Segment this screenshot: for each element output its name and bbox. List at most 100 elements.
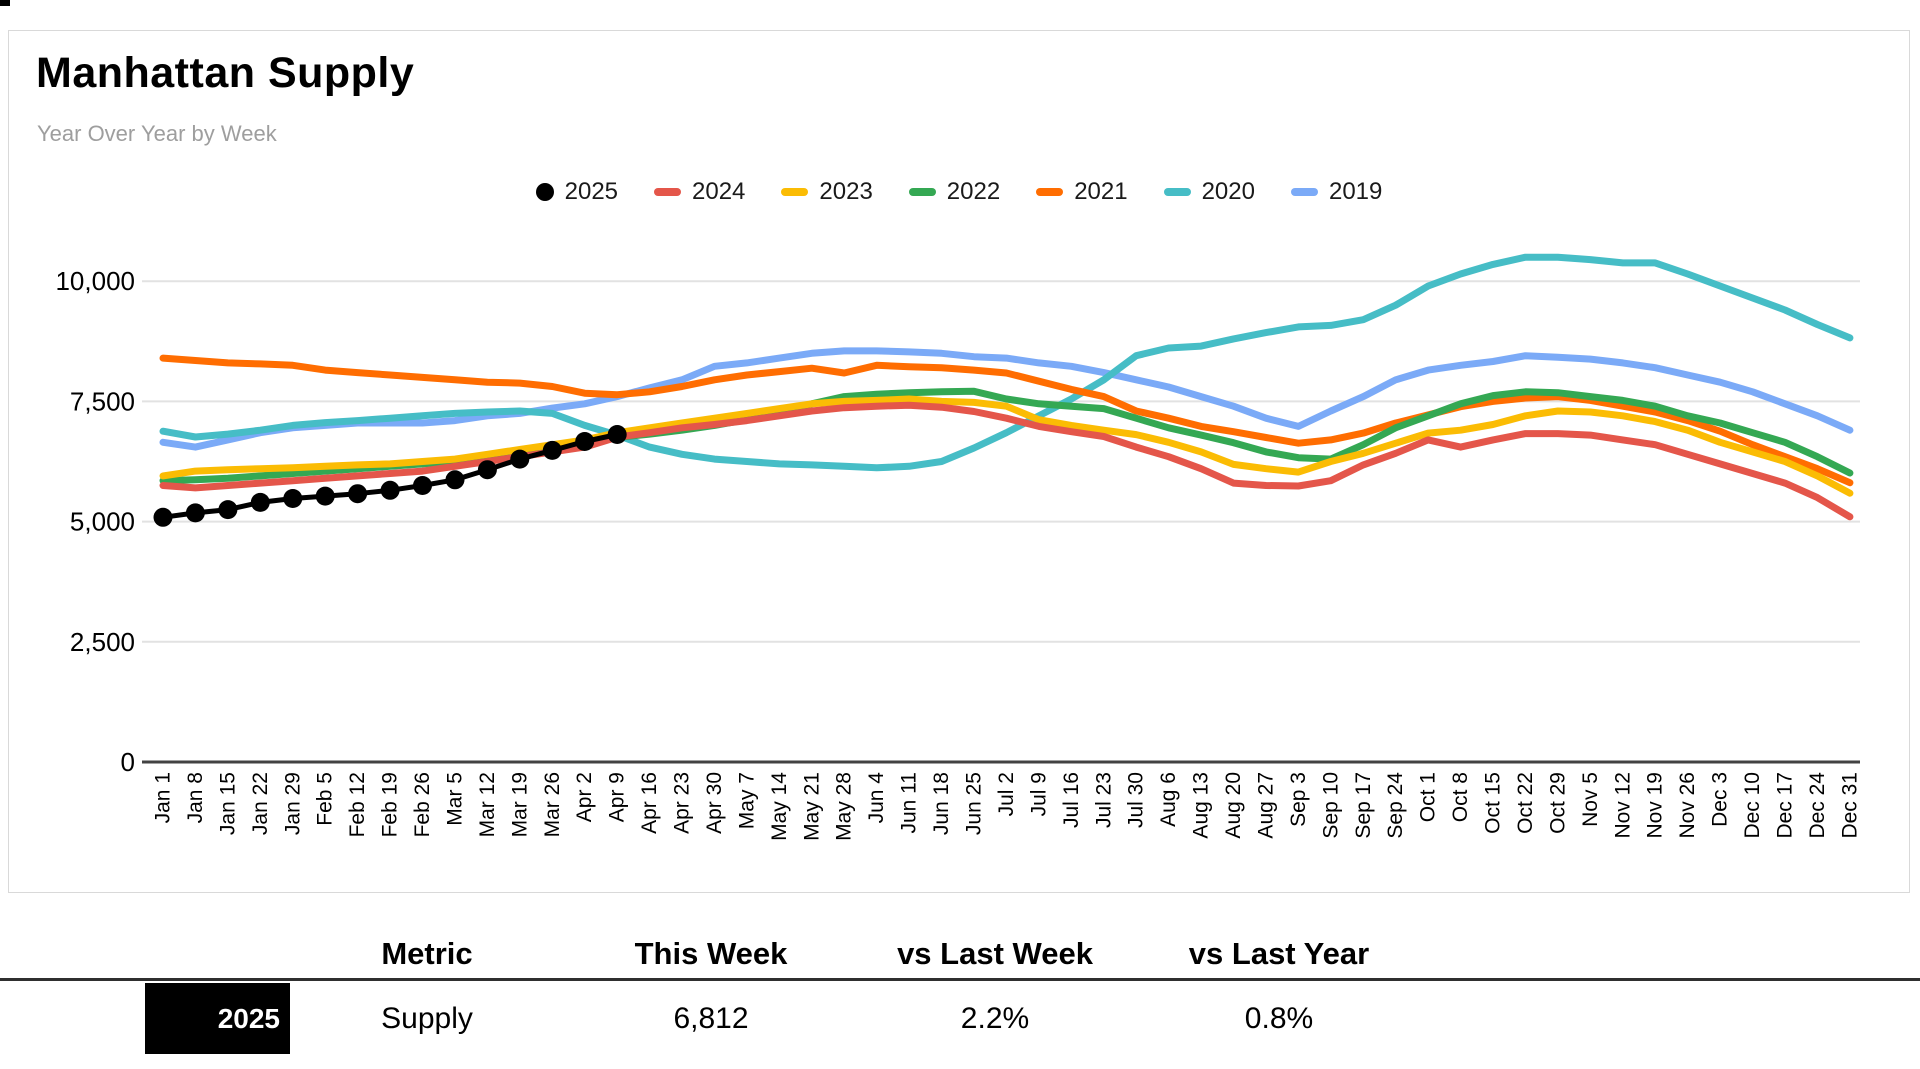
x-axis-label: Feb 5 bbox=[314, 772, 337, 826]
x-axis-label: Jun 18 bbox=[930, 772, 953, 835]
x-axis-label: Dec 3 bbox=[1709, 772, 1732, 827]
y-axis-label: 10,000 bbox=[55, 266, 135, 296]
legend: 2025 2024 2023 2022 2021 2020 2019 bbox=[9, 177, 1909, 207]
x-axis-label: Apr 2 bbox=[573, 772, 596, 822]
chart-title: Manhattan Supply bbox=[36, 49, 415, 97]
legend-swatch-2025 bbox=[535, 183, 554, 201]
y-axis-label: 7,500 bbox=[70, 386, 135, 416]
series-point-2025 bbox=[153, 507, 173, 527]
x-axis-label: Aug 13 bbox=[1190, 772, 1213, 839]
x-axis-label: Sep 17 bbox=[1352, 772, 1375, 839]
series-point-2025 bbox=[575, 432, 595, 451]
x-axis-label: Jul 2 bbox=[995, 772, 1018, 816]
legend-item-2019[interactable]: 2019 bbox=[1290, 178, 1383, 206]
x-axis-label: Nov 26 bbox=[1676, 772, 1699, 839]
x-axis-label: Apr 16 bbox=[638, 772, 661, 834]
row-this-week: 6,812 bbox=[673, 1002, 749, 1035]
series-line-2020 bbox=[159, 253, 1854, 472]
legend-item-2022[interactable]: 2022 bbox=[908, 178, 1000, 206]
legend-label: 2024 bbox=[692, 178, 746, 205]
x-axis-label: Feb 26 bbox=[411, 772, 434, 837]
x-axis-label: Dec 31 bbox=[1838, 772, 1861, 839]
series-point-2025 bbox=[250, 492, 270, 512]
x-axis-label: Apr 30 bbox=[703, 772, 726, 834]
series-point-2025 bbox=[607, 425, 627, 444]
x-axis-label: Oct 15 bbox=[1482, 772, 1505, 834]
legend-label: 2023 bbox=[819, 178, 873, 205]
series-point-2025 bbox=[283, 489, 303, 508]
x-axis-label: Oct 29 bbox=[1546, 772, 1569, 834]
legend-label: 2020 bbox=[1201, 178, 1255, 205]
x-axis-label: Aug 20 bbox=[1222, 772, 1245, 839]
chart-subtitle: Year Over Year by Week bbox=[37, 121, 277, 146]
y-axis-label: 2,500 bbox=[70, 627, 135, 657]
series-line-2019 bbox=[159, 347, 1854, 451]
row-metric: Supply bbox=[381, 1002, 473, 1035]
x-axis-label: Jun 25 bbox=[963, 772, 986, 835]
x-axis-label: Jul 16 bbox=[1060, 772, 1083, 828]
series-point-2025 bbox=[477, 460, 497, 480]
x-axis-label: Mar 5 bbox=[444, 772, 467, 826]
series-point-2025 bbox=[413, 476, 432, 495]
x-axis-label: Jan 8 bbox=[184, 772, 207, 823]
legend-item-2021[interactable]: 2021 bbox=[1036, 178, 1128, 206]
chart-canvas[interactable]: 0 2,500 5,000 7,500 10,000 Jan 1 Jan 8 Jan 15 Ja… bbox=[9, 31, 1909, 892]
x-axis-label: May 7 bbox=[735, 772, 758, 829]
series-point-2025 bbox=[542, 440, 562, 460]
x-axis-label: Jan 15 bbox=[216, 772, 239, 835]
legend-swatch-2023 bbox=[781, 188, 809, 196]
row-vs-last-year: 0.8% bbox=[1244, 1002, 1314, 1035]
x-axis-label: Jan 1 bbox=[152, 772, 175, 823]
row-vs-last-week: 2.2% bbox=[960, 1002, 1030, 1035]
x-axis-label: Mar 12 bbox=[476, 772, 499, 837]
x-axis-label: Jul 30 bbox=[1125, 772, 1148, 828]
x-axis-label: May 28 bbox=[833, 772, 856, 841]
legend-item-2023[interactable]: 2023 bbox=[781, 178, 873, 206]
series-line-2023 bbox=[159, 395, 1854, 497]
series-point-2025 bbox=[185, 503, 205, 523]
x-axis-label: Sep 10 bbox=[1319, 772, 1342, 839]
x-axis-label: Oct 22 bbox=[1514, 772, 1537, 834]
series-line-2021 bbox=[159, 354, 1854, 487]
legend-swatch-2021 bbox=[1036, 188, 1064, 196]
x-axis-label: Aug 6 bbox=[1157, 772, 1180, 827]
series-point-2025 bbox=[315, 486, 335, 506]
x-axis-label: Nov 5 bbox=[1579, 772, 1602, 827]
header-this-week: This Week bbox=[634, 936, 788, 971]
legend-item-2020[interactable]: 2020 bbox=[1163, 178, 1255, 206]
series-line-2024 bbox=[159, 401, 1854, 521]
x-axis-label: Aug 27 bbox=[1255, 772, 1278, 839]
y-axis-label: 5,000 bbox=[70, 507, 135, 537]
legend-swatch-2022 bbox=[908, 188, 936, 196]
legend-swatch-2024 bbox=[654, 188, 682, 196]
table-divider bbox=[0, 978, 1920, 981]
x-axis-label: Jun 11 bbox=[898, 772, 921, 834]
x-axis-label: May 14 bbox=[768, 772, 791, 841]
x-axis-label: Jan 22 bbox=[249, 772, 272, 835]
legend-label: 2021 bbox=[1074, 178, 1128, 205]
y-axis-label: 0 bbox=[121, 747, 135, 777]
series-point-2025 bbox=[380, 480, 400, 500]
legend-item-2024[interactable]: 2024 bbox=[654, 178, 745, 206]
legend-item-2025[interactable]: 2025 bbox=[535, 178, 619, 206]
x-axis-label: Oct 8 bbox=[1449, 772, 1472, 822]
x-axis-label: Jun 4 bbox=[865, 772, 888, 824]
x-axis-label: Nov 12 bbox=[1611, 772, 1634, 839]
legend-label: 2025 bbox=[564, 178, 619, 205]
x-axis-label: May 21 bbox=[800, 772, 823, 841]
x-axis-label: Dec 10 bbox=[1741, 772, 1764, 839]
series-point-2025 bbox=[445, 470, 465, 490]
series-point-2025 bbox=[510, 449, 530, 469]
x-axis-label: Jul 9 bbox=[1027, 772, 1050, 816]
legend-swatch-2020 bbox=[1163, 188, 1191, 196]
x-axis-label: Sep 3 bbox=[1287, 772, 1310, 827]
x-axis-label: Apr 23 bbox=[671, 772, 694, 834]
x-axis-label: Sep 24 bbox=[1384, 772, 1407, 839]
x-axis-label: Mar 26 bbox=[541, 772, 564, 837]
legend-label: 2019 bbox=[1328, 178, 1383, 205]
x-axis-label: Dec 24 bbox=[1806, 772, 1829, 839]
x-axis-label: Jul 23 bbox=[1092, 772, 1115, 828]
x-axis-label: Feb 19 bbox=[379, 772, 402, 837]
x-axis-label: Oct 1 bbox=[1417, 772, 1440, 822]
header-vs-last-week: vs Last Week bbox=[897, 936, 1093, 971]
